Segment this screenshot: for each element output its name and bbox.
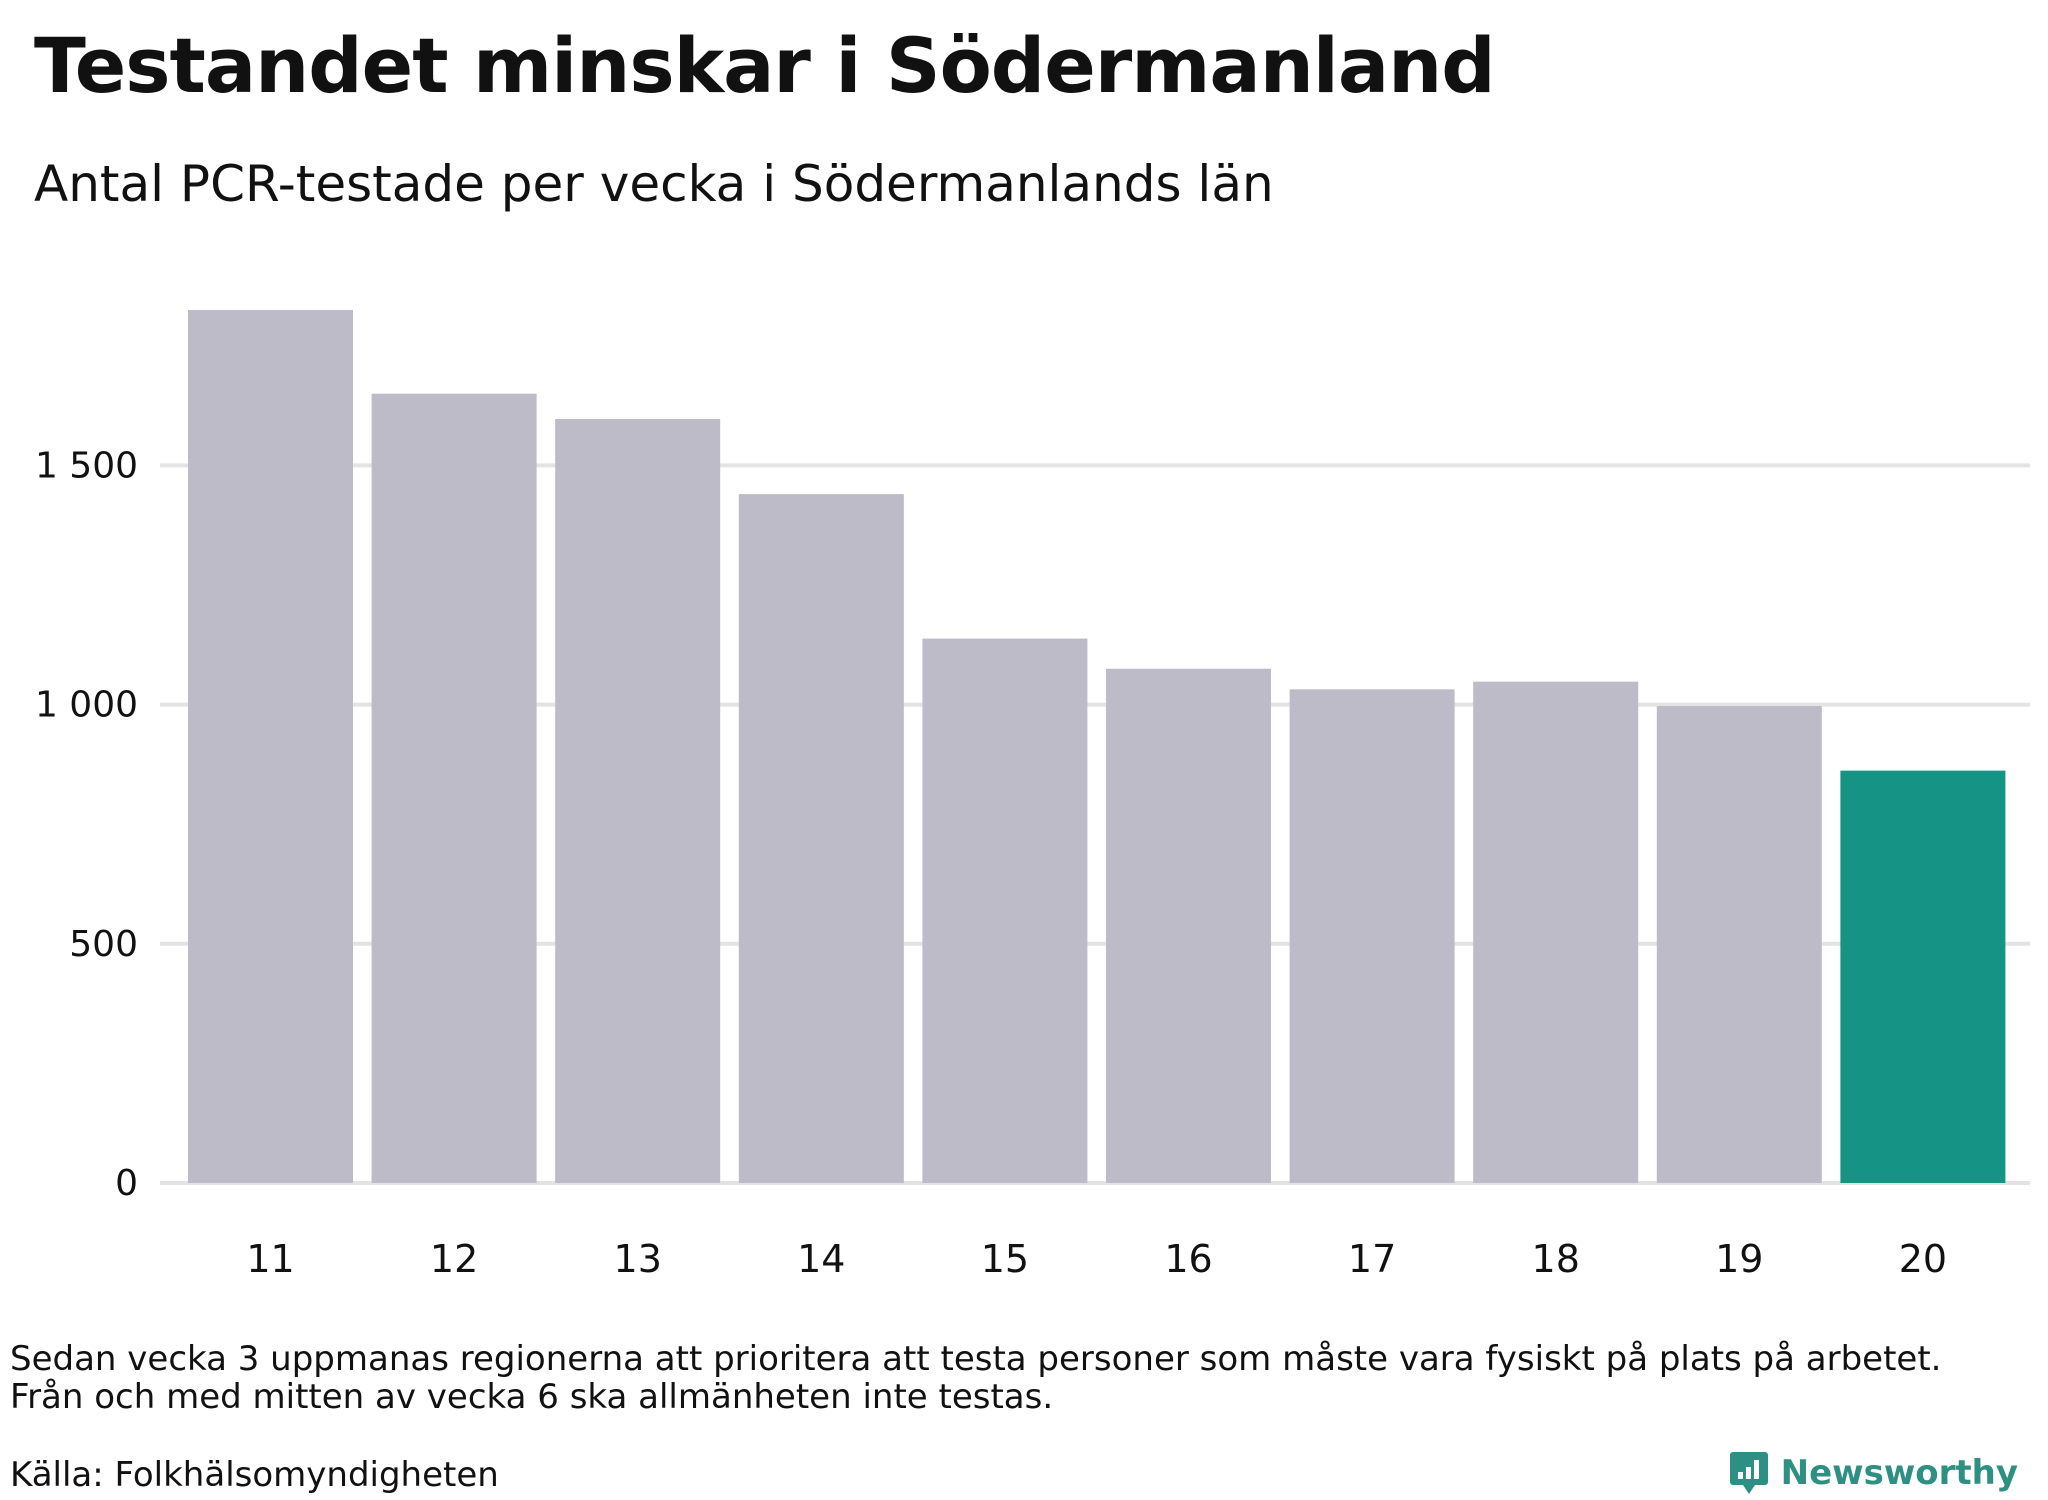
- bar-chart: 0 500 1 000 1 500 11 12 13 14 15 16 17 18 19 20: [35, 309, 2030, 1281]
- x-tick-label: 11: [246, 1237, 294, 1281]
- y-tick-label: 500: [69, 924, 138, 965]
- bar-week-14: [738, 494, 904, 1183]
- x-tick-label: 20: [1899, 1237, 1947, 1281]
- bar-week-20: [1840, 770, 2006, 1183]
- x-tick-label: 14: [797, 1237, 845, 1281]
- bar-week-13: [555, 419, 721, 1183]
- chart-title: Testandet minskar i Södermanland: [34, 21, 1496, 110]
- brand-name: Newsworthy: [1780, 1453, 2018, 1493]
- chart-subtitle: Antal PCR-testade per vecka i Södermanla…: [34, 155, 1274, 213]
- footnote-line-2: Från och med mitten av vecka 6 ska allmä…: [10, 1377, 1054, 1417]
- x-tick-label: 13: [614, 1237, 662, 1281]
- bar-week-17: [1289, 689, 1455, 1183]
- bars: [188, 309, 2006, 1184]
- x-tick-label: 12: [430, 1237, 478, 1281]
- y-tick-label: 0: [115, 1163, 138, 1204]
- bar-week-15: [922, 638, 1088, 1183]
- footnote: Sedan vecka 3 uppmanas regionerna att pr…: [10, 1340, 2030, 1416]
- newsworthy-logo-icon: [1729, 1452, 1768, 1494]
- bar-week-18: [1473, 681, 1639, 1183]
- bar-week-11: [188, 309, 353, 1183]
- x-tick-label: 19: [1715, 1237, 1763, 1281]
- x-tick-label: 17: [1348, 1237, 1396, 1281]
- y-axis-tick-labels: 0 500 1 000 1 500: [35, 445, 138, 1204]
- brand-logo: Newsworthy: [1729, 1448, 2018, 1498]
- x-axis-tick-labels: 11 12 13 14 15 16 17 18 19 20: [246, 1237, 1947, 1281]
- y-tick-label: 1 000: [35, 685, 138, 726]
- footnote-line-1: Sedan vecka 3 uppmanas regionerna att pr…: [10, 1339, 1942, 1379]
- bar-week-12: [371, 393, 537, 1184]
- bar-week-19: [1656, 706, 1822, 1183]
- x-tick-label: 16: [1164, 1237, 1212, 1281]
- x-tick-label: 15: [981, 1237, 1029, 1281]
- x-tick-label: 18: [1532, 1237, 1580, 1281]
- source-credit: Källa: Folkhälsomyndigheten: [10, 1455, 499, 1495]
- bar-week-16: [1106, 668, 1271, 1183]
- y-tick-label: 1 500: [35, 445, 138, 486]
